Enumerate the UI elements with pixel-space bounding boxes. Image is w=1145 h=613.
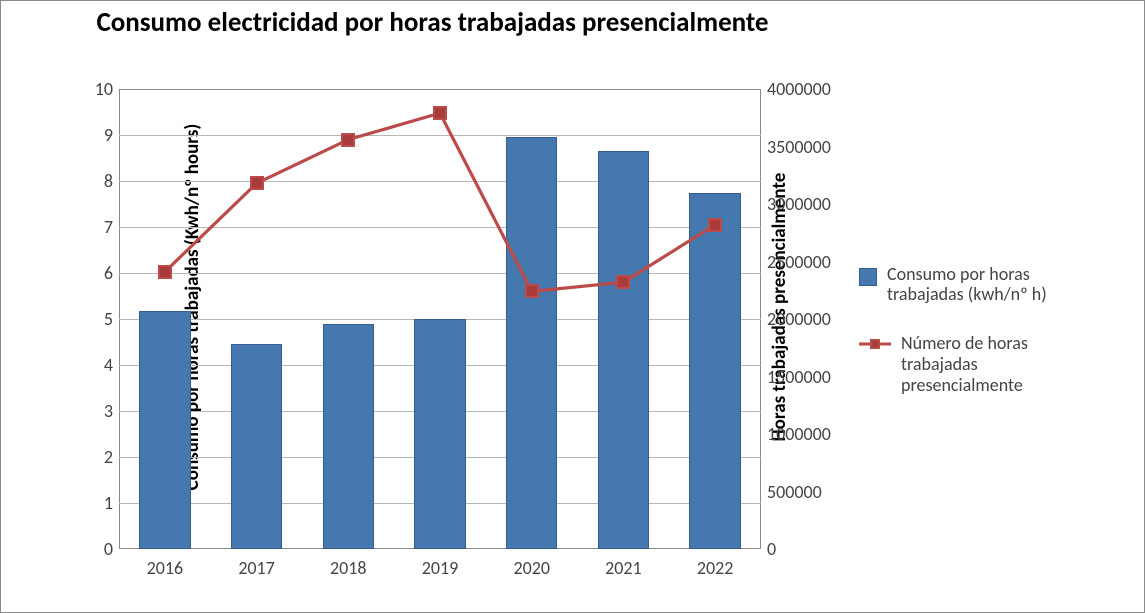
- legend: Consumo por horas trabajadas (kwh/nº h) …: [859, 264, 1071, 423]
- y2-tick: 4000000: [767, 78, 831, 100]
- legend-label-bar: Consumo por horas trabajadas (kwh/nº h): [887, 264, 1057, 305]
- y1-tick: 1: [104, 492, 113, 514]
- y2-tick: 3000000: [767, 193, 831, 215]
- x-tick: 2022: [697, 557, 734, 579]
- line-marker: [158, 265, 172, 279]
- y1-tick: 0: [104, 538, 113, 560]
- y1-tick: 2: [104, 446, 113, 468]
- legend-swatch-bar: [859, 268, 877, 286]
- y2-tick: 0: [767, 538, 776, 560]
- y1-tick: 10: [95, 78, 113, 100]
- x-tick: 2021: [605, 557, 642, 579]
- line-marker: [341, 133, 355, 147]
- x-tick: 2017: [238, 557, 275, 579]
- legend-marker-icon: [870, 339, 880, 349]
- chart-title: Consumo electricidad por horas trabajada…: [1, 7, 864, 38]
- y1-tick: 6: [104, 262, 113, 284]
- line-series: [119, 89, 761, 549]
- y2-tick: 2000000: [767, 308, 831, 330]
- line-marker: [433, 106, 447, 120]
- y1-tick: 8: [104, 170, 113, 192]
- line-marker: [525, 284, 539, 298]
- y1-tick: 3: [104, 400, 113, 422]
- chart-frame: Consumo electricidad por horas trabajada…: [0, 0, 1145, 613]
- plot-area: 0123456789100500000100000015000002000000…: [119, 89, 761, 549]
- line-marker: [250, 176, 264, 190]
- y1-tick: 7: [104, 216, 113, 238]
- y2-tick: 1500000: [767, 366, 831, 388]
- legend-item-line: Número de horas trabajadas presencialmen…: [859, 333, 1071, 395]
- y2-tick: 500000: [767, 481, 822, 503]
- x-tick: 2018: [330, 557, 367, 579]
- x-tick: 2019: [422, 557, 459, 579]
- y1-tick: 9: [104, 124, 113, 146]
- y1-tick: 5: [104, 308, 113, 330]
- y2-tick: 2500000: [767, 251, 831, 273]
- legend-item-bar: Consumo por horas trabajadas (kwh/nº h): [859, 264, 1071, 305]
- x-tick: 2020: [513, 557, 550, 579]
- line-marker: [708, 218, 722, 232]
- y2-tick: 3500000: [767, 136, 831, 158]
- x-tick: 2016: [147, 557, 184, 579]
- y2-tick: 1000000: [767, 423, 831, 445]
- legend-label-line: Número de horas trabajadas presencialmen…: [901, 333, 1071, 395]
- line-marker: [616, 275, 630, 289]
- y1-tick: 4: [104, 354, 113, 376]
